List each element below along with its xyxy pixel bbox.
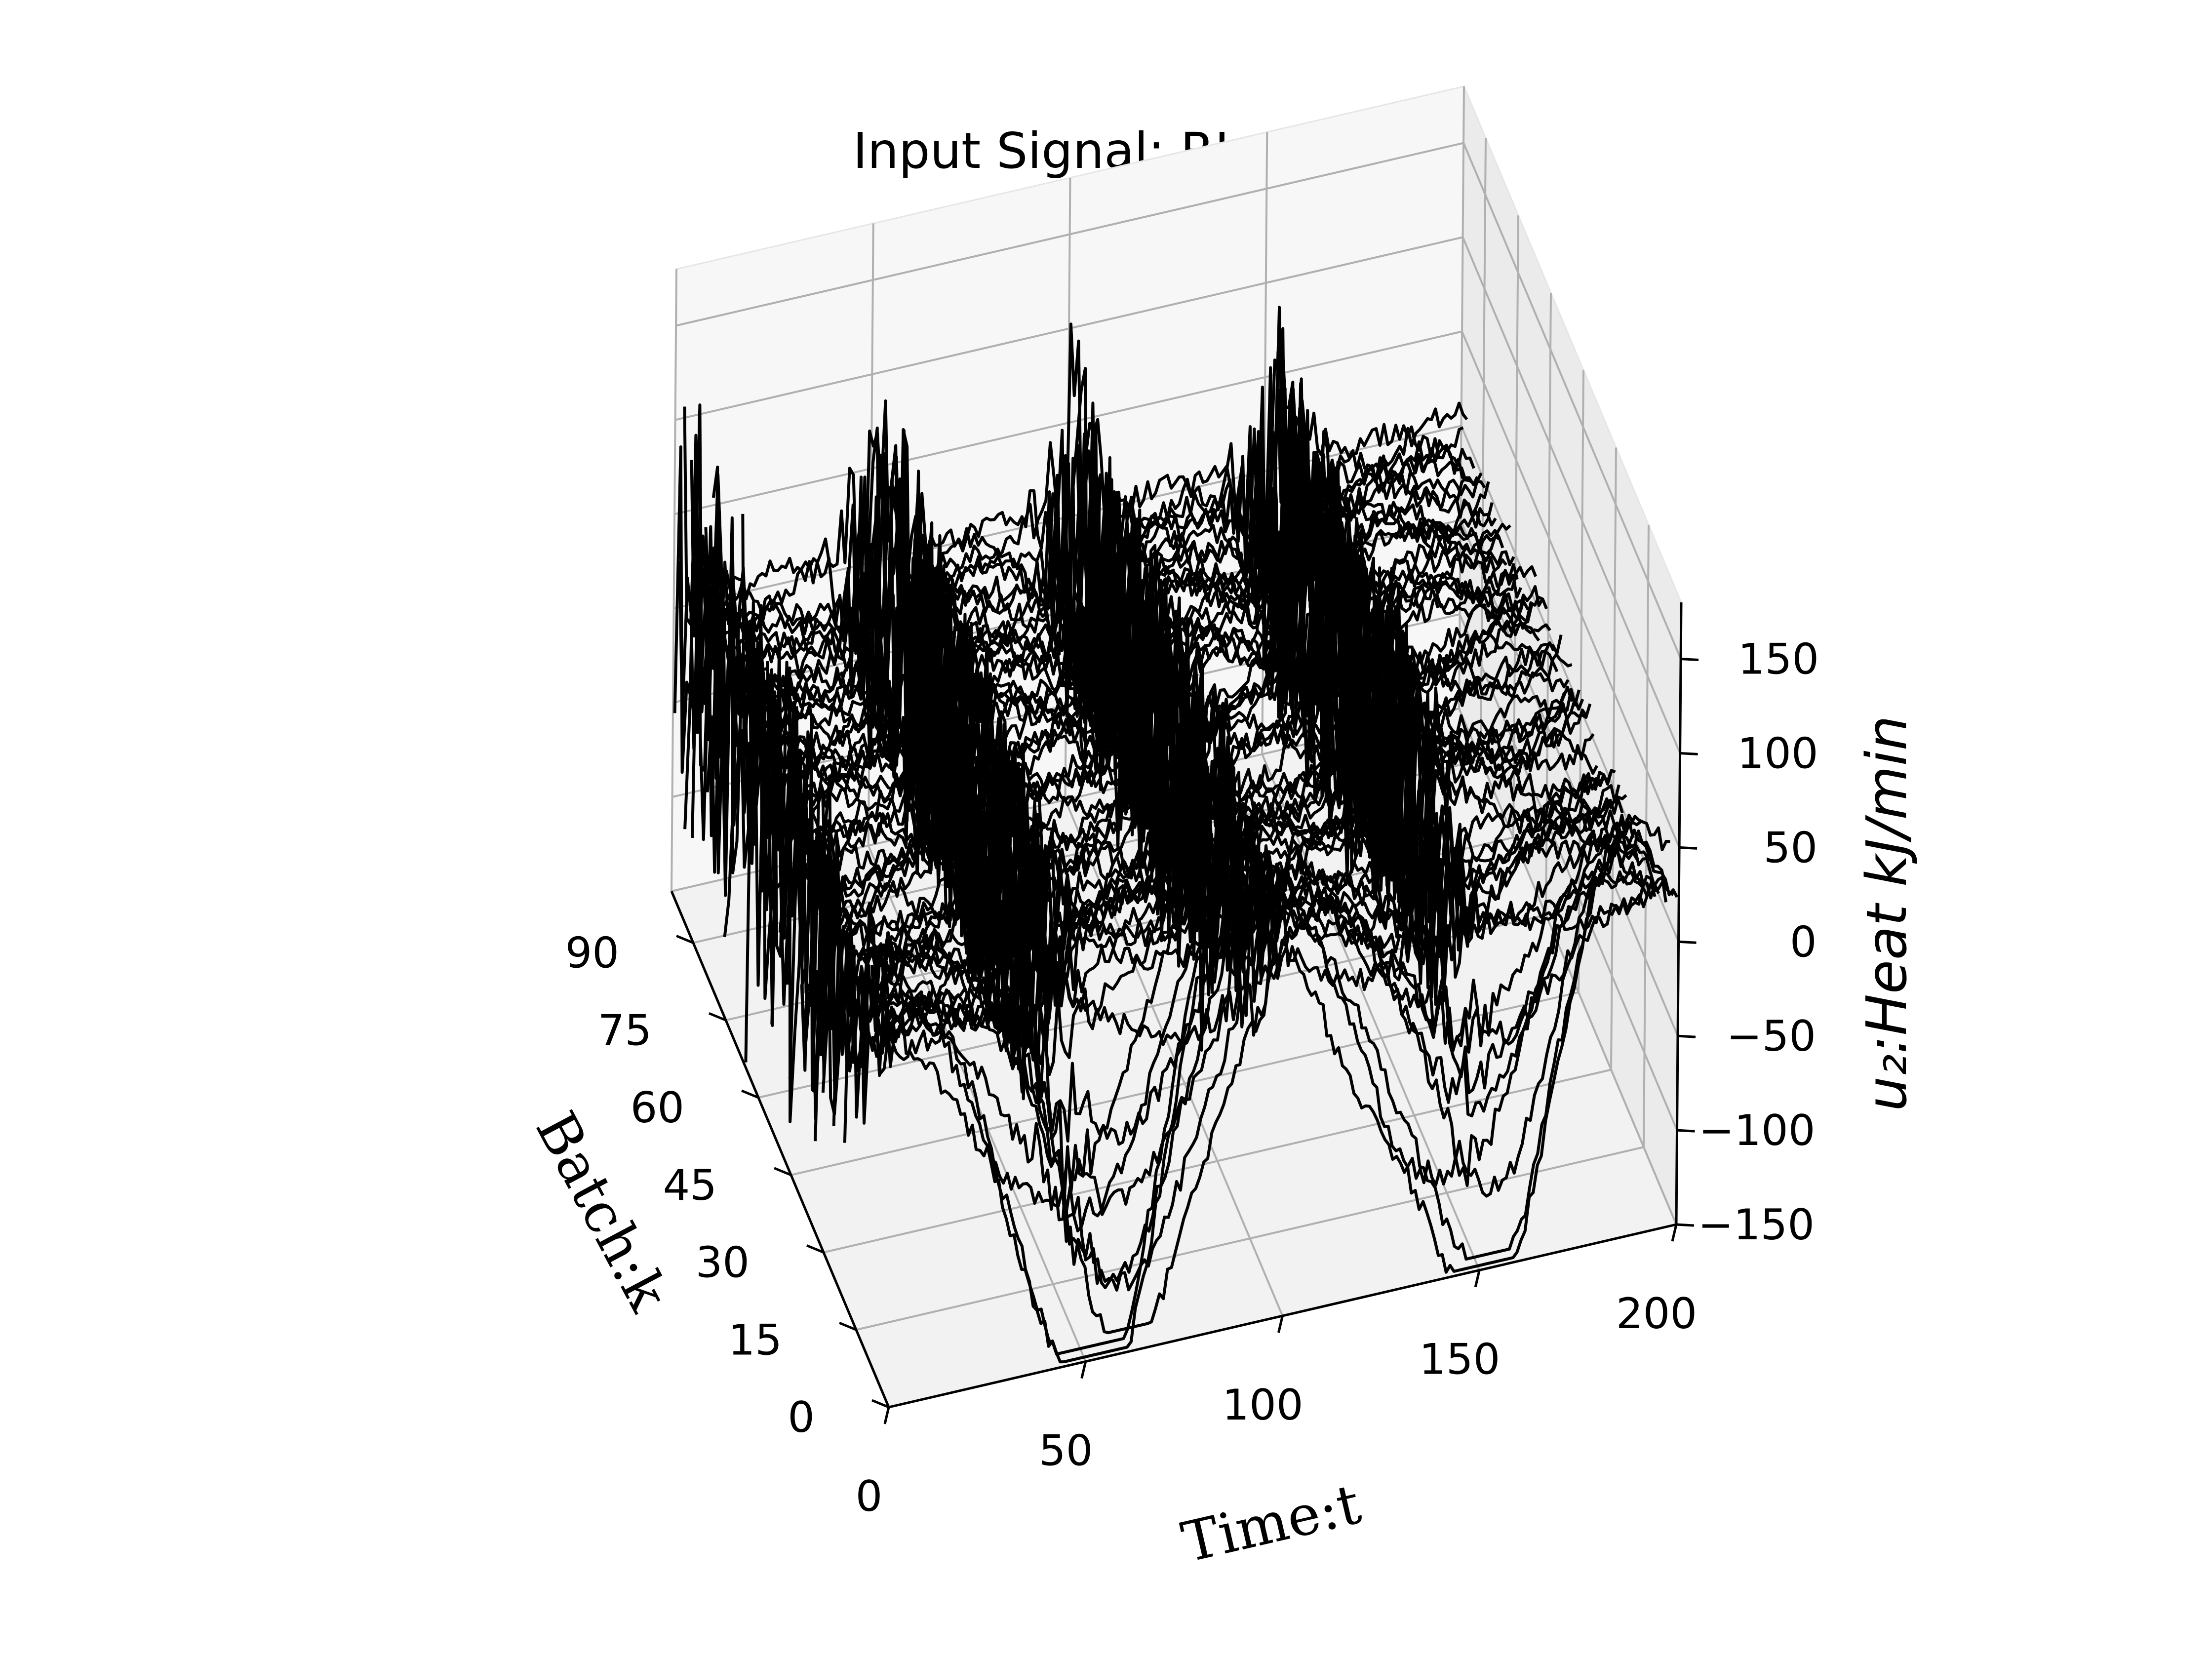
- series-line-batch: [695, 387, 1486, 780]
- z-tick-mark: [1677, 1129, 1695, 1133]
- y-tick-mark: [709, 1012, 726, 1022]
- x-tick-label: 150: [1419, 1335, 1500, 1384]
- x-tick-mark: [883, 1407, 890, 1424]
- z-tick-label: 50: [1764, 823, 1817, 872]
- grid-line-z: [1462, 142, 1682, 660]
- y-tick-label: 30: [696, 1238, 750, 1288]
- z-tick-label: 150: [1738, 635, 1819, 684]
- y-tick-label: 90: [565, 929, 619, 978]
- series-line-batch: [706, 415, 1497, 874]
- y-tick-mark: [774, 1167, 791, 1177]
- grid-line-y: [823, 1068, 1612, 1254]
- z-tick-label: 0: [1790, 917, 1817, 967]
- x-tick-mark: [1474, 1269, 1481, 1288]
- z-axis-line: [1675, 602, 1683, 1225]
- series-line-batch: [784, 596, 1573, 1123]
- y-tick-mark: [839, 1321, 857, 1331]
- z-tick-label: 100: [1737, 729, 1818, 778]
- y-tick-mark: [871, 1399, 889, 1409]
- x-tick-label: 100: [1222, 1381, 1303, 1430]
- y-tick-label: 45: [663, 1161, 717, 1210]
- y-axis-label: Batch:k: [523, 1102, 680, 1322]
- y-tick-label: 15: [728, 1315, 782, 1365]
- grid-line-x: [671, 269, 677, 892]
- y-tick-mark: [741, 1089, 759, 1099]
- series-line-batch: [732, 521, 1522, 875]
- grid-line-y: [1643, 525, 1650, 1147]
- grid-line-y: [1512, 215, 1519, 838]
- grid-line-z: [1461, 331, 1680, 848]
- z-tick-mark: [1679, 846, 1698, 850]
- x-axis-label: Time:t: [1176, 1472, 1367, 1575]
- grid-line-y: [856, 1146, 1644, 1331]
- y-tick-label: 60: [631, 1083, 684, 1133]
- data-lines: [673, 306, 1679, 1364]
- y-tick-mark: [806, 1244, 824, 1254]
- grid-line-z: [1460, 519, 1679, 1036]
- z-tick-mark: [1677, 1034, 1696, 1038]
- z-tick-label: −150: [1698, 1200, 1815, 1250]
- series-line-batch: [683, 366, 1470, 744]
- x-tick-mark: [1277, 1315, 1284, 1333]
- z-tick-label: −50: [1727, 1012, 1817, 1061]
- y-tick-label: 0: [788, 1393, 815, 1442]
- grid-line-y: [1610, 447, 1617, 1070]
- z-axis-label: u₂:Heat kJ/min: [1855, 715, 1919, 1111]
- y-tick-label: 75: [598, 1006, 652, 1055]
- grid-line-z: [1462, 237, 1681, 754]
- series-line-batch: [673, 306, 1464, 774]
- grid-line-z: [1460, 425, 1680, 943]
- grid-line-z: [675, 236, 1463, 421]
- series-line-batch: [691, 388, 1483, 838]
- z-tick-label: −100: [1698, 1106, 1815, 1155]
- z-tick-mark: [1680, 751, 1698, 755]
- x-tick-mark: [1671, 1224, 1678, 1242]
- series-line-batch: [810, 696, 1598, 1095]
- x-tick-label: 0: [856, 1472, 883, 1521]
- z-tick-mark: [1676, 1223, 1695, 1227]
- series-line-batch: [870, 844, 1660, 1289]
- x-tick-mark: [1080, 1361, 1087, 1379]
- y-axis-line: [670, 891, 890, 1408]
- grid-line-z: [675, 142, 1464, 327]
- x-tick-label: 50: [1039, 1426, 1093, 1476]
- z-tick-mark: [1680, 658, 1699, 662]
- grid-line-z: [1459, 614, 1678, 1131]
- x-tick-label: 200: [1616, 1289, 1697, 1339]
- z-tick-mark: [1678, 940, 1697, 944]
- tick-marks: [676, 658, 1699, 1424]
- tick-labels: 0501001502000153045607590−150−100−500501…: [565, 635, 1819, 1521]
- y-tick-mark: [676, 935, 694, 944]
